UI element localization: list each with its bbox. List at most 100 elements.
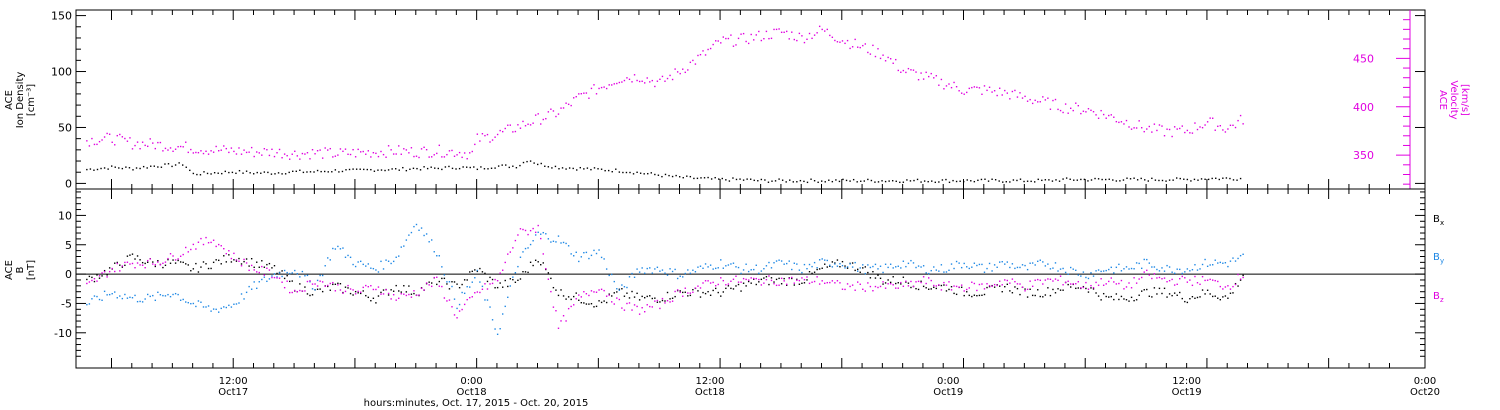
bz-point [245,262,248,264]
b-tick-label: -5 [61,297,72,310]
velocity-point [940,78,943,81]
bz-point [1077,281,1080,283]
ion-density-point [100,167,102,170]
by-point [935,269,938,271]
bx-point [195,262,197,265]
bx-point [344,286,347,288]
velocity-point [418,156,420,159]
bz-point [1156,277,1158,279]
by-point [621,284,623,286]
ion-density-point [476,168,479,171]
bz-point [1102,284,1105,286]
velocity-point [438,144,441,147]
by-point [382,268,385,270]
bz-point [917,280,920,283]
bx-point [362,290,364,292]
ion-density-point [320,170,322,173]
ion-density-point [1019,178,1022,180]
bz-point [1153,273,1156,275]
bz-point [126,261,129,263]
bz-point [1168,279,1171,282]
by-point [600,256,603,259]
x-axis-title: hours:minutes, Oct. 17, 2015 - Oct. 20, … [364,398,589,409]
ion-density-point [647,172,649,175]
bz-point [844,288,846,291]
bz-point [235,259,238,261]
bx-point [319,288,321,290]
bz-point [537,224,539,227]
bx-point [172,259,174,261]
bx-point [466,279,468,281]
by-point [608,274,610,277]
bz-point [116,262,118,265]
ion-density-point [611,171,613,173]
ion-density-point [256,171,258,174]
by-point [372,267,375,270]
bz-point [588,294,590,297]
bx-point [93,280,96,283]
velocity-point [167,149,169,151]
bz-point [948,281,950,283]
density-tick-label: 0 [65,177,72,190]
by-point [1130,267,1133,270]
bz-point [466,298,468,301]
bx-point [821,267,823,269]
by-point [1092,275,1095,277]
bx-point [352,294,354,296]
by-point [654,268,656,270]
by-point [1206,265,1209,268]
by-point [1171,271,1173,273]
bz-point [674,290,676,293]
velocity-point [131,148,134,150]
b-axis-label: B [15,266,26,273]
bx-point [813,271,816,273]
by-point [598,249,600,251]
bz-point [1042,283,1044,285]
bx-point [451,281,453,283]
ion-density-point [377,169,379,171]
by-point [258,281,260,283]
bz-point [816,276,818,278]
bx-point [623,295,626,297]
velocity-point [806,38,808,40]
velocity-point [425,148,428,151]
bz-point [1011,278,1014,280]
bx-point [1039,295,1041,298]
velocity-point [661,75,664,78]
velocity-point [1052,99,1054,102]
bz-point [1090,284,1092,287]
ion-density-point [600,168,603,170]
velocity-point [1186,129,1189,132]
ion-density-point [231,171,234,174]
bz-point [889,283,892,285]
by-point [996,266,998,269]
velocity-point [603,86,605,88]
bz-point [1105,283,1107,285]
by-point [542,231,544,234]
by-point [1016,266,1019,269]
by-point [778,259,780,261]
bx-point [147,261,149,263]
ion-density-point [739,178,741,180]
velocity-point [709,47,712,50]
bz-series [86,224,1244,329]
velocity-point [722,36,725,38]
velocity-point [616,82,618,85]
bz-point [1026,288,1029,291]
ion-density-point [1140,177,1142,180]
bx-point [732,288,735,290]
by-point [271,275,273,277]
bz-point [294,289,296,292]
bz-point [1113,281,1115,283]
ion-density-point [199,174,202,176]
bx-point [917,288,920,291]
ion-density-point [1080,178,1082,181]
velocity-point [552,110,555,112]
by-point [187,301,189,304]
bx-point [1075,287,1077,290]
velocity-point [98,140,101,143]
bx-point [763,277,765,279]
bz-point [960,284,963,286]
bz-point [207,242,210,244]
bx-point [560,289,562,291]
